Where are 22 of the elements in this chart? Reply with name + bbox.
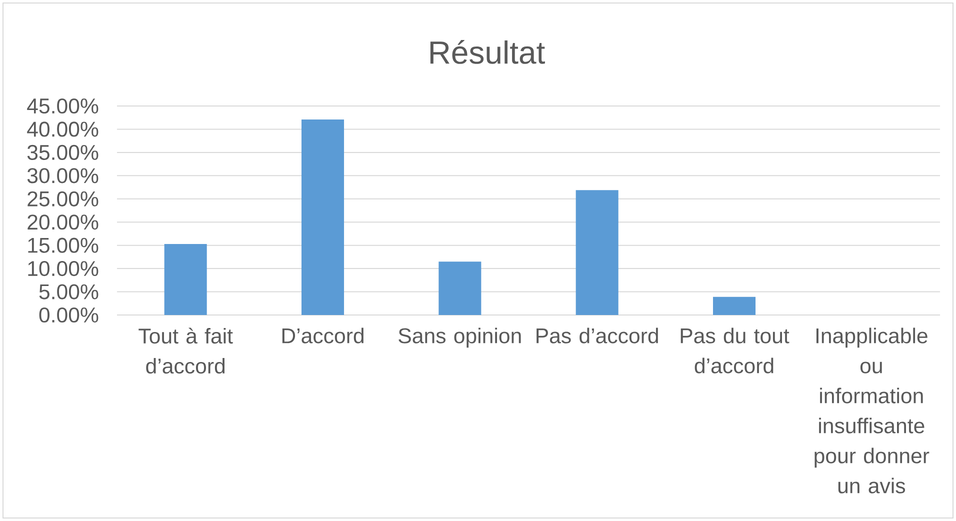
y-tick-label: 25.00% bbox=[28, 191, 98, 206]
y-tick-label: 40.00% bbox=[27, 122, 98, 137]
bar bbox=[713, 296, 756, 315]
y-tick-label: 0.00% bbox=[39, 307, 98, 323]
x-tick-label: Tout à fait d’accord bbox=[138, 328, 233, 374]
bar bbox=[438, 262, 482, 315]
x-tick-label: Sans opinion bbox=[398, 328, 521, 348]
x-tick-label: D’accord bbox=[282, 328, 364, 344]
y-tick-label: 15.00% bbox=[28, 238, 98, 253]
bar bbox=[164, 244, 207, 315]
x-tick-label: Pas d’accord bbox=[536, 328, 658, 344]
bar bbox=[576, 190, 618, 315]
chart-title: Résultat bbox=[430, 40, 545, 64]
y-tick-label: 10.00% bbox=[28, 261, 98, 276]
y-tick-label: 35.00% bbox=[27, 144, 98, 160]
y-tick-label: 45.00% bbox=[27, 98, 98, 114]
bar bbox=[301, 119, 344, 315]
y-tick-label: 30.00% bbox=[27, 168, 98, 184]
x-tick-label: Inapplicable ou information insuffisante pour donner un avis bbox=[814, 328, 930, 494]
x-tick-label: Pas du tout d’accord bbox=[680, 328, 790, 374]
y-tick-label: 20.00% bbox=[28, 214, 98, 230]
y-tick-label: 5.00% bbox=[39, 284, 98, 300]
